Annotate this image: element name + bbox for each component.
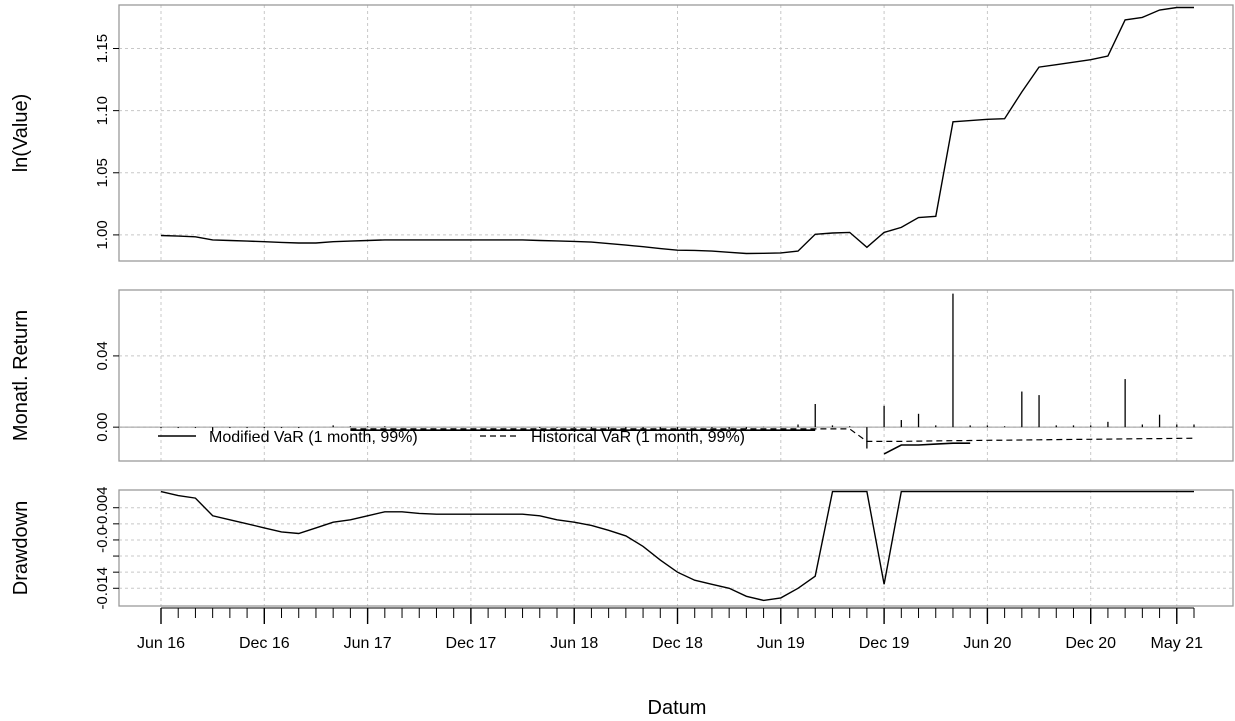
drawdown-y-label: Drawdown [10,501,32,595]
legend-modified-label: Modified VaR (1 month, 99%) [209,429,418,446]
x-tick-label: May 21 [1151,635,1204,652]
legend: Modified VaR (1 month, 99%) Historical Va… [158,429,745,446]
y-tick-label: 1.05 [94,158,111,187]
x-tick-label: Dec 20 [1065,635,1116,652]
legend-historical-label: Historical VaR (1 month, 99%) [531,429,745,446]
x-axis-label: Datum [648,697,707,719]
drawdown-frame [118,489,1234,607]
value-panel: 1.00 1.05 1.10 1.15 ln(Value) [10,4,1234,262]
x-tick-label: Jun 19 [757,635,805,652]
y-tick-label: 1.10 [94,96,111,125]
returns-panel: 0.00 0.04 Monatl. Return Modified VaR (1 mo… [10,289,1234,462]
returns-y-label: Monatl. Return [10,310,32,441]
y-tick-label: 0.00 [94,413,111,442]
x-tick-label: Jun 16 [137,635,185,652]
x-tick-label: Dec 16 [239,635,290,652]
value-y-label: ln(Value) [10,94,32,173]
x-tick-label: Jun 18 [550,635,598,652]
modified-var-line [350,429,971,455]
y-tick-label: 1.15 [94,34,111,63]
historical-var-line [350,428,1195,442]
x-tick-label: Jun 20 [963,635,1011,652]
drawdown-series-line [160,490,1194,602]
y-tick-label: 1.00 [94,220,111,249]
x-tick-label: Dec 17 [446,635,497,652]
returns-frame [118,289,1234,462]
value-frame [118,4,1234,262]
x-tick-label: Dec 19 [859,635,910,652]
y-tick-label: -0.0 [94,527,111,553]
x-axis: Jun 16 Dec 16 Jun 17 Dec 17 Jun 18 Dec 18 Jun … [137,607,1204,652]
y-tick-label: 0.04 [94,341,111,370]
chart-panels: 1.00 1.05 1.10 1.15 ln(Value) 0.00 0.04 Monatl.… [10,4,1234,610]
y-tick-label: -0.014 [94,567,111,610]
y-tick-label: -0.004 [94,486,111,529]
value-series-line [160,6,1194,255]
drawdown-panel: -0.004-0.0 -0.014 Drawdown [10,486,1234,610]
x-tick-label: Jun 17 [344,635,392,652]
x-tick-label: Dec 18 [652,635,703,652]
